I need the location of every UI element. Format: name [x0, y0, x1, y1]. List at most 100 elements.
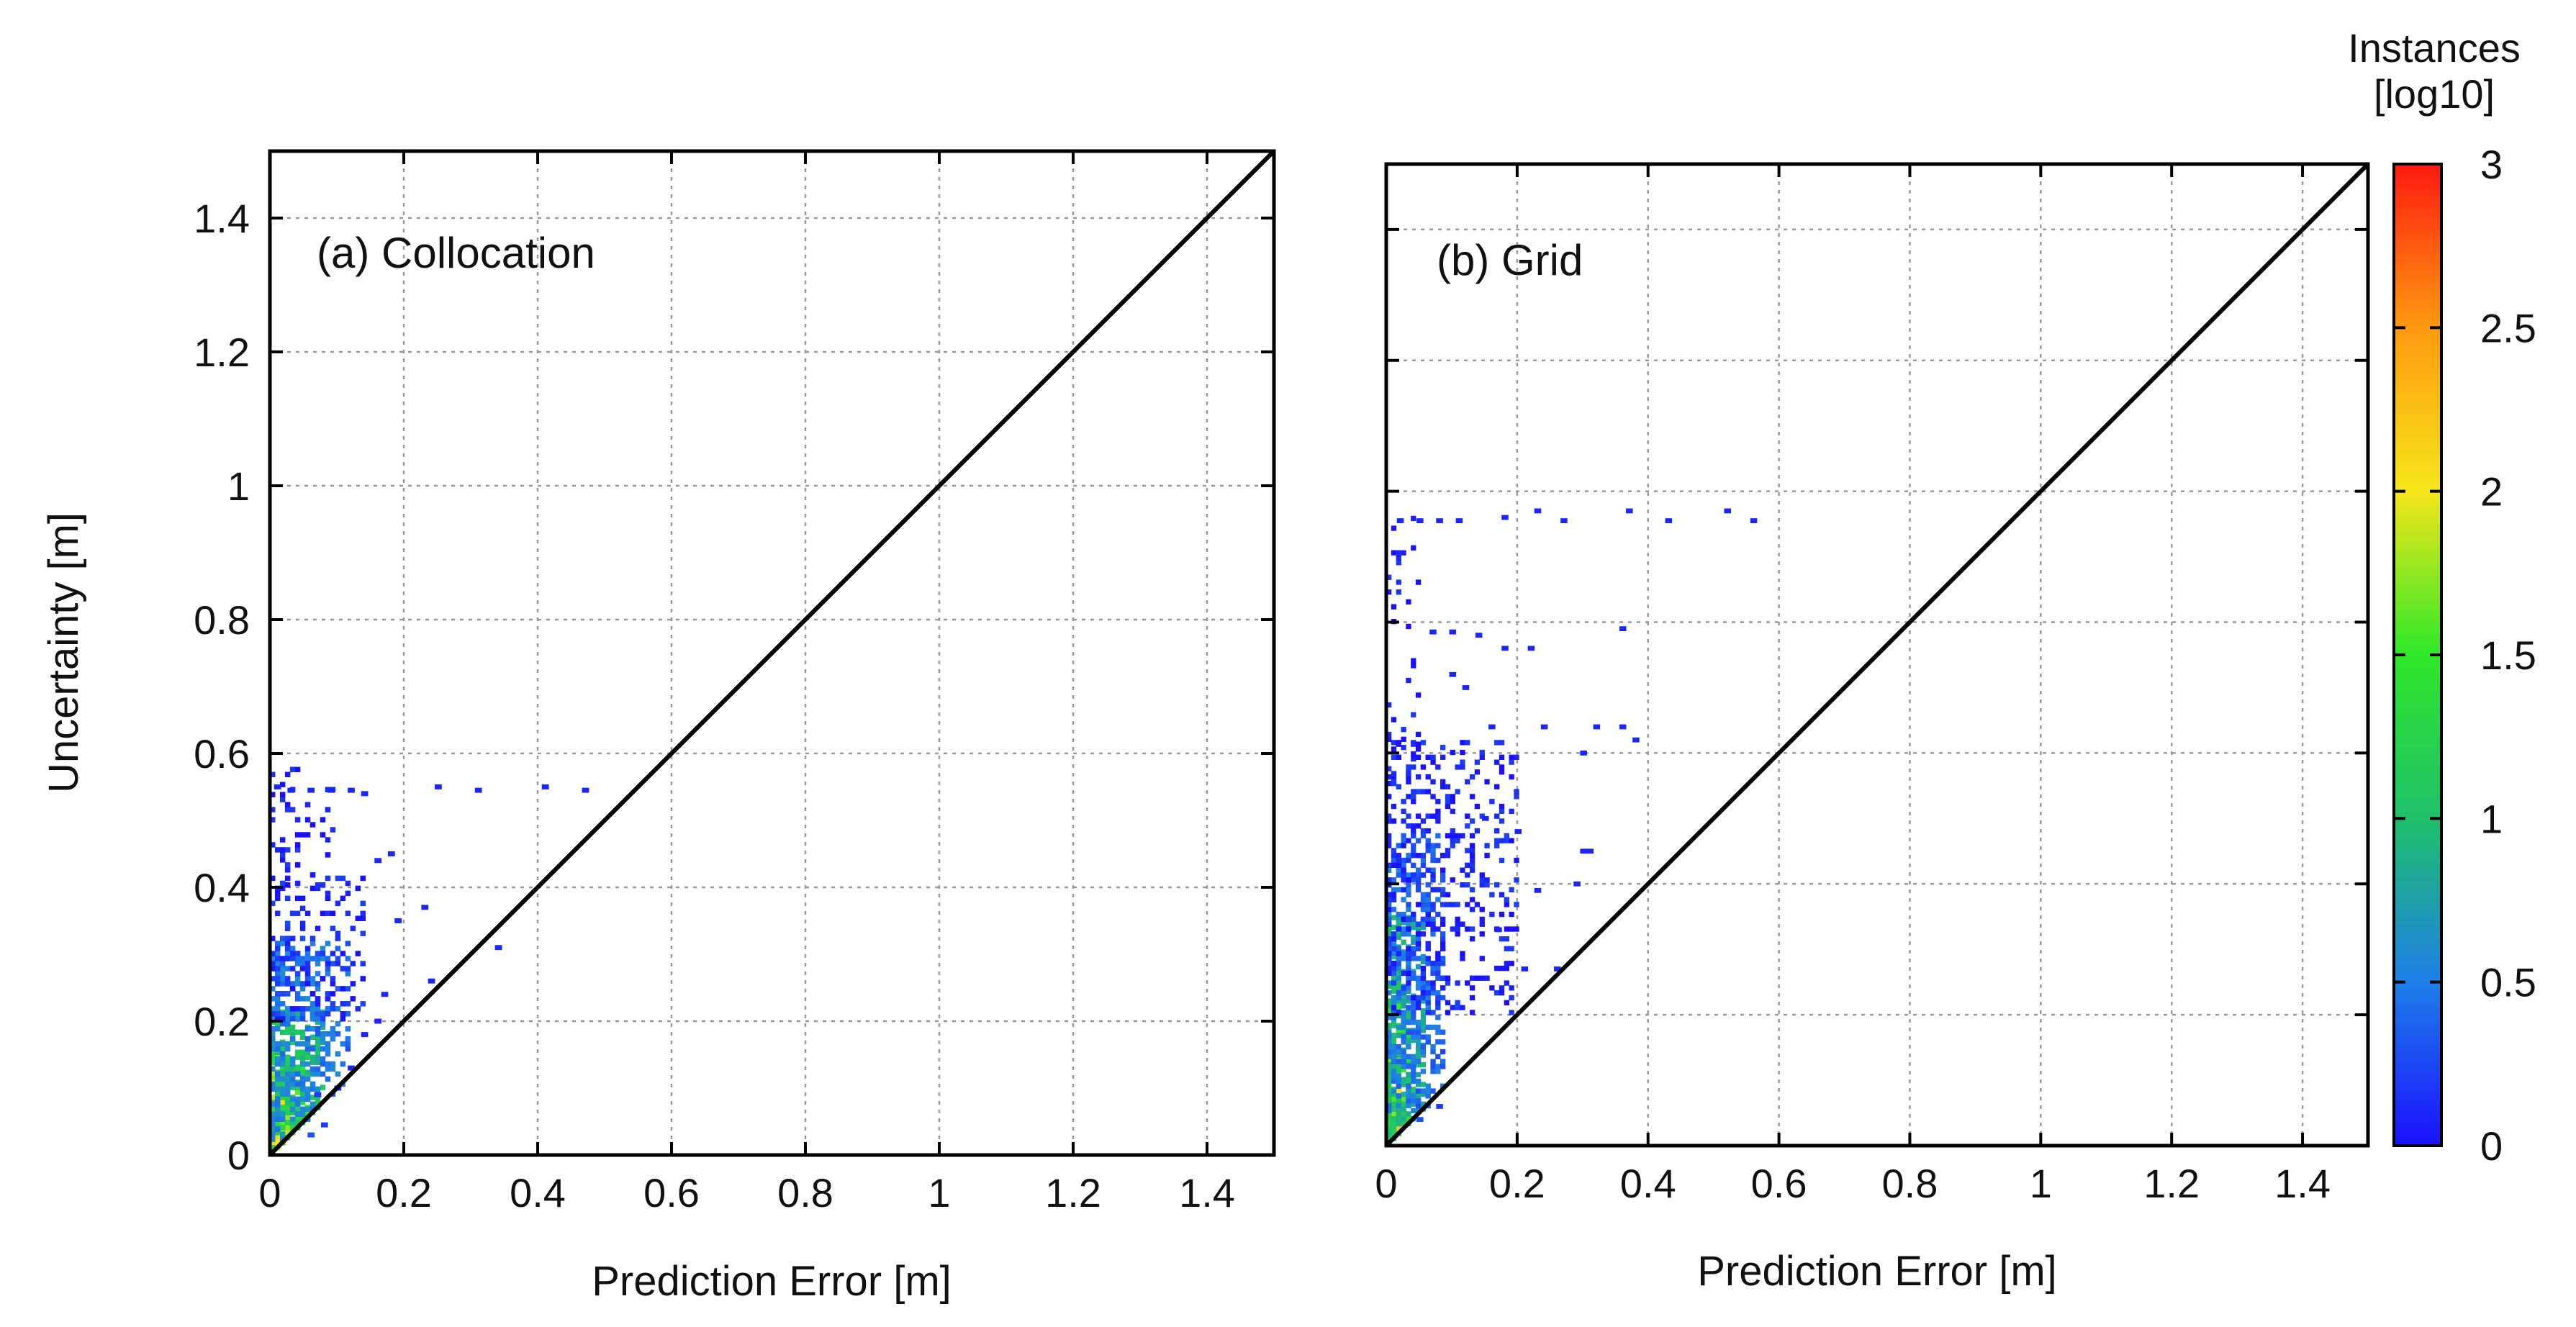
density-cell: [330, 925, 336, 931]
density-point: [494, 945, 502, 951]
density-point: [394, 918, 402, 923]
density-cell: [355, 915, 361, 921]
density-cell: [284, 1041, 291, 1047]
density-point: [428, 978, 435, 984]
density-cell: [1479, 916, 1485, 923]
density-cell: [1406, 764, 1411, 770]
density-cell: [1474, 828, 1481, 834]
density-cell: [1391, 1101, 1397, 1107]
density-cell: [1396, 550, 1401, 556]
density-cell: [1396, 784, 1401, 789]
density-cell: [1445, 794, 1451, 800]
density-cell: [1469, 887, 1475, 893]
density-cell: [1430, 872, 1436, 878]
density-cell: [270, 1121, 276, 1127]
density-cell: [320, 1056, 326, 1062]
density-cell: [1415, 936, 1422, 942]
density-cell: [274, 1006, 281, 1012]
density-cell: [1391, 961, 1397, 966]
density-point: [1514, 829, 1522, 834]
x-tick-label: 0.2: [376, 1170, 432, 1215]
density-cell: [1440, 902, 1446, 907]
density-cell: [1415, 964, 1422, 969]
density-cell: [1420, 965, 1427, 972]
density-cell: [1401, 1039, 1406, 1045]
density-cell: [325, 956, 331, 961]
density-cell: [1499, 990, 1505, 996]
density-cell: [1460, 759, 1465, 765]
density-cell: [360, 1001, 366, 1007]
y-tick-label: 0.6: [194, 731, 250, 776]
density-cell: [330, 1025, 336, 1032]
density-cell: [284, 847, 291, 853]
density-cell: [1455, 902, 1460, 907]
density-cell: [1386, 980, 1392, 986]
density-cell: [1420, 995, 1427, 1001]
density-cell: [1440, 941, 1446, 947]
density-point: [1396, 518, 1404, 523]
density-cell: [270, 1126, 276, 1132]
density-cell: [330, 827, 336, 833]
density-cell: [274, 1120, 281, 1126]
density-cell: [1386, 1015, 1392, 1020]
density-point: [1580, 750, 1587, 756]
density-cell: [1440, 784, 1446, 789]
density-cell: [279, 1111, 286, 1118]
density-cell: [1420, 916, 1427, 923]
density-cell: [1445, 975, 1451, 981]
density-cell: [1396, 754, 1401, 760]
density-cell: [1499, 769, 1505, 775]
density-cell: [1411, 663, 1416, 669]
density-cell: [1396, 1078, 1401, 1084]
density-cell: [289, 946, 296, 951]
density-cell: [284, 1081, 291, 1087]
density-cell: [1401, 1096, 1406, 1102]
density-cell: [345, 1011, 351, 1017]
density-cell: [1396, 1096, 1401, 1102]
density-cell: [1386, 1077, 1392, 1082]
density-cell: [284, 882, 291, 888]
density-cell: [325, 837, 331, 843]
density-cell: [1440, 931, 1446, 937]
density-cell: [1440, 1049, 1446, 1055]
density-cell: [284, 771, 291, 778]
density-cell: [309, 936, 316, 941]
density-cell: [1430, 754, 1436, 760]
density-cell: [1420, 1013, 1427, 1019]
density-cell: [1406, 1013, 1411, 1019]
density-cell: [1494, 828, 1500, 834]
density-cell: [1396, 887, 1401, 893]
density-cell: [1386, 574, 1392, 580]
density-cell: [289, 910, 296, 917]
density-cell: [325, 875, 331, 882]
density-cell: [330, 1031, 336, 1037]
density-cell: [1430, 877, 1436, 883]
density-cell: [270, 1101, 276, 1108]
density-cell: [1440, 754, 1446, 760]
density-cell: [1425, 754, 1431, 760]
density-cell: [1386, 1057, 1392, 1063]
density-cell: [1411, 828, 1416, 834]
density-cell: [1406, 887, 1411, 893]
density-cell: [1396, 1003, 1401, 1009]
density-cell: [1420, 959, 1427, 965]
density-cell: [1440, 936, 1446, 942]
density-cell: [274, 847, 281, 853]
density-cell: [304, 817, 311, 823]
density-cell: [294, 1111, 301, 1118]
x-tick-label: 1.4: [2274, 1161, 2331, 1206]
density-cell: [1406, 623, 1411, 630]
density-point: [1724, 508, 1731, 514]
density-cell: [360, 910, 366, 917]
density-cell: [304, 1049, 311, 1055]
density-cell: [1406, 1072, 1411, 1078]
density-cell: [315, 1100, 321, 1105]
panel-b-density-cells: [1386, 508, 1758, 1146]
density-cell: [284, 1120, 291, 1126]
density-cell: [304, 1041, 311, 1047]
density-cell: [1411, 741, 1416, 747]
density-cell: [309, 976, 316, 982]
density-point: [1475, 633, 1483, 638]
density-cell: [274, 1130, 281, 1136]
density-cell: [1406, 998, 1411, 1004]
